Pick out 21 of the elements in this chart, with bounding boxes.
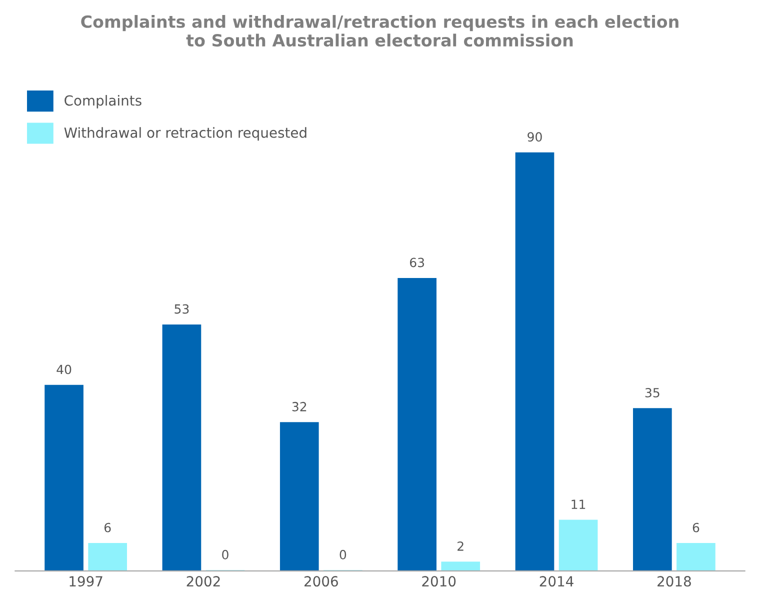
data-label: 6 xyxy=(104,522,111,532)
data-label: 90 xyxy=(528,132,542,142)
data-label: 6 xyxy=(692,522,700,532)
x-tick-label: 2014 xyxy=(540,576,574,587)
data-label: 0 xyxy=(340,550,346,560)
data-label: 63 xyxy=(410,258,424,268)
data-label: 2 xyxy=(458,541,464,551)
data-label: 53 xyxy=(174,304,189,314)
x-tick-label: 2010 xyxy=(422,576,456,587)
data-label: 40 xyxy=(56,364,72,374)
x-tick-label: 2018 xyxy=(658,576,691,587)
data-label: 32 xyxy=(292,402,306,412)
x-tick-label: 2002 xyxy=(186,576,220,587)
x-tick-label: 1997 xyxy=(70,576,102,587)
chart-title: Complaints and withdrawal/retraction requests in each election to South Australian electoral commission xyxy=(81,15,678,47)
data-label: 35 xyxy=(645,388,660,398)
legend-label: Complaints xyxy=(64,94,142,108)
x-tick-label: 2006 xyxy=(304,576,338,587)
data-label: 11 xyxy=(572,500,586,509)
data-label: 0 xyxy=(222,550,228,560)
legend-label: Withdrawal or retraction requested xyxy=(64,127,306,141)
